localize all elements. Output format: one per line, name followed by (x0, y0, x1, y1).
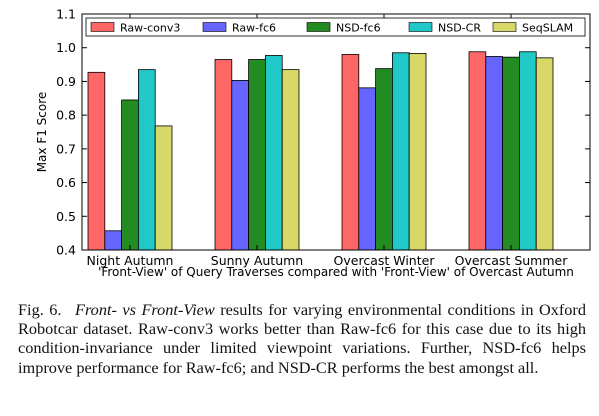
bar-raw-conv3-sunny-autumn (214, 59, 233, 251)
y-tick-label: 0.4 (56, 243, 76, 258)
legend-swatch-nsd-cr (408, 22, 433, 32)
x-tick-label: Overcast Winter (334, 253, 436, 268)
bar-seqslam-sunny-autumn (281, 69, 300, 251)
bar-raw-conv3-overcast-summer (468, 51, 487, 251)
legend: Raw-conv3 Raw-fc6 NSD-fc6 NSD-CR SeqSLAM (85, 17, 586, 37)
y-tick-label: 0.9 (56, 74, 76, 89)
legend-label: SeqSLAM (522, 22, 573, 35)
caption-figure-label: Fig. 6. (18, 300, 62, 319)
y-tick-label: 0.7 (56, 141, 76, 156)
legend-swatch-raw-fc6 (202, 22, 227, 32)
caption-emphasis: Front- vs Front-View (75, 300, 215, 319)
bar-raw-fc6-overcast-winter (358, 87, 376, 251)
bar-nsd-fc6-overcast-winter (375, 68, 393, 251)
bar-raw-fc6-night-autumn (104, 230, 123, 251)
bar-raw-conv3-overcast-winter (341, 54, 360, 251)
bar-seqslam-overcast-summer (535, 57, 554, 251)
figure-caption: Fig. 6. Front- vs Front-View results for… (18, 300, 586, 377)
bar-chart: 0.4 0.5 0.6 0.7 0.8 0.9 1.0 1.1 Night Autumn Sunn… (35, 7, 591, 279)
caption-body: results for varying environmental condit… (18, 300, 586, 377)
y-tick-label: 0.6 (56, 175, 76, 190)
plot-frame (81, 13, 591, 251)
y-axis-label: Max F1 Score (35, 92, 49, 173)
ticks-layer: 0.4 0.5 0.6 0.7 0.8 0.9 1.0 1.1 Night Autumn Sunn… (56, 7, 590, 268)
y-tick-label: 0.5 (56, 209, 76, 224)
bar-nsd-fc6-sunny-autumn (248, 59, 266, 251)
legend-label: NSD-CR (438, 22, 481, 35)
bar-raw-fc6-overcast-summer (485, 56, 503, 251)
bar-nsd-cr-overcast-winter (391, 52, 410, 251)
bar-seqslam-night-autumn (154, 125, 173, 251)
bar-nsd-cr-overcast-summer (519, 51, 537, 251)
y-tick-label: 0.8 (56, 108, 76, 123)
bar-seqslam-overcast-winter (408, 53, 427, 251)
legend-label: Raw-conv3 (120, 22, 180, 35)
x-tick-label: Overcast Summer (455, 253, 569, 268)
x-tick-label: Night Autumn (87, 253, 174, 268)
bars-layer (87, 51, 554, 251)
y-tick-label: 1.0 (56, 40, 76, 55)
legend-swatch-nsd-fc6 (306, 22, 331, 32)
bar-nsd-fc6-night-autumn (121, 99, 139, 251)
legend-swatch-seqslam (492, 22, 517, 32)
legend-swatch-raw-conv3 (90, 22, 115, 32)
bar-nsd-fc6-overcast-summer (502, 56, 520, 251)
y-tick-label: 1.1 (56, 7, 76, 22)
bar-raw-conv3-night-autumn (87, 71, 106, 251)
legend-label: NSD-fc6 (336, 22, 381, 35)
legend-label: Raw-fc6 (232, 22, 276, 35)
bar-nsd-cr-night-autumn (137, 69, 156, 251)
x-axis-label: 'Front-View' of Query Traverses compared… (98, 265, 574, 279)
bar-raw-fc6-sunny-autumn (231, 80, 250, 251)
x-tick-label: Sunny Autumn (211, 253, 303, 268)
bar-nsd-cr-sunny-autumn (264, 55, 283, 251)
